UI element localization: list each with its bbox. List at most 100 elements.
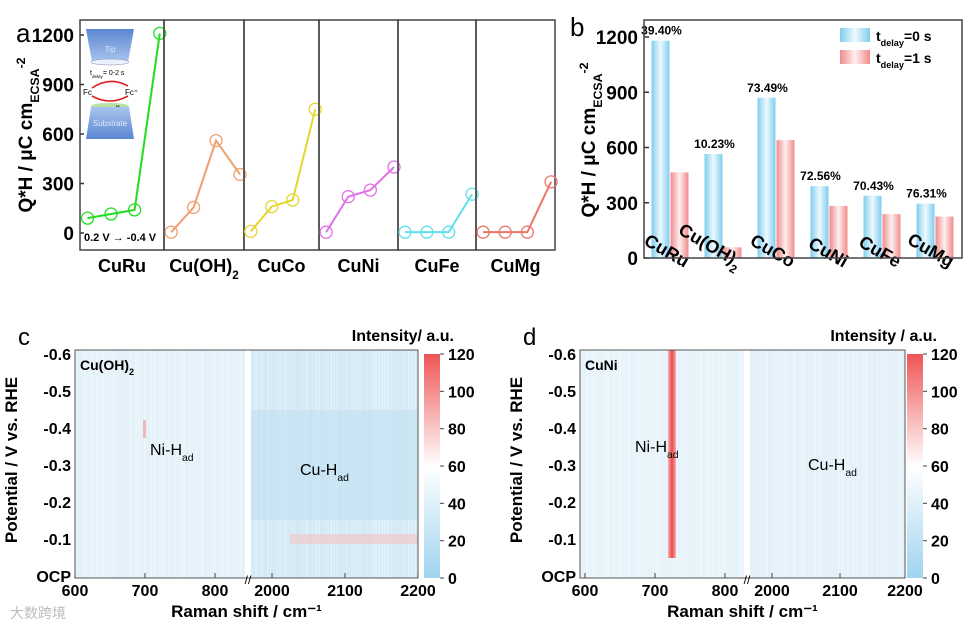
- panel-label-c: c: [18, 324, 30, 351]
- peak-annotation-part: Cu-H: [808, 457, 845, 474]
- heatmap-streak: [754, 350, 756, 578]
- data-point: [476, 225, 490, 239]
- x-tick-label: 2000: [254, 583, 290, 600]
- heatmap-streak: [730, 350, 732, 578]
- heatmap-streak: [144, 350, 146, 578]
- heatmap-streak: [240, 350, 242, 578]
- data-point: [398, 225, 412, 239]
- heatmap-streak: [781, 350, 783, 578]
- x-tick-label: 2200: [887, 583, 923, 600]
- y-tick-label: 1200: [596, 28, 638, 49]
- bar-data-label: 73.49%: [747, 81, 788, 95]
- heatmap-streak: [210, 350, 212, 578]
- y-tick-label: 600: [42, 125, 74, 146]
- heatmap-streak: [592, 350, 594, 578]
- legend-swatch: [840, 28, 870, 42]
- heatmap-streak: [877, 350, 879, 578]
- data-point: [520, 225, 534, 239]
- subpanel-frame: [397, 19, 477, 251]
- bar-tdelay-0s: [651, 40, 670, 258]
- heatmap-streak: [625, 350, 627, 578]
- category-label-part: 2: [232, 269, 239, 282]
- subpanel-frame: [163, 19, 245, 251]
- bar-data-label: 76.31%: [906, 187, 947, 201]
- peak-annotation-part: Ni-H: [150, 442, 182, 459]
- heatmap-streak: [114, 350, 116, 578]
- y-tick-label: -0.1: [548, 532, 576, 549]
- heatmap-streak: [772, 350, 774, 578]
- heatmap-streak: [898, 350, 900, 578]
- sample-label-part: Cu(OH): [80, 357, 129, 373]
- y-tick-label: 0: [627, 249, 638, 270]
- y-tick-label: 1200: [32, 26, 74, 47]
- axis-break-icon: //: [744, 573, 751, 587]
- heatmap-streak: [691, 350, 693, 578]
- heatmap-streak: [883, 350, 885, 578]
- heatmap-streak: [207, 350, 209, 578]
- heatmap-streak: [796, 350, 798, 578]
- heatmap-streak: [195, 350, 197, 578]
- y-axis-label-part: Q*H / μC cm: [16, 103, 37, 213]
- heatmap-streak: [123, 350, 125, 578]
- heatmap-streak: [655, 350, 657, 578]
- heatmap-streak: [607, 350, 609, 578]
- panel-d: dCuNiNi-HadCu-Had-0.6-0.5-0.4-0.3-0.2-0.…: [507, 324, 958, 621]
- heatmap-streak: [718, 350, 720, 578]
- legend-label-part: delay: [881, 60, 905, 70]
- series-line: [170, 138, 241, 233]
- heatmap-streak: [595, 350, 597, 578]
- colorbar-tick-label: 60: [448, 459, 466, 476]
- y-tick-label: -0.6: [43, 347, 71, 364]
- panel-label-d: d: [523, 324, 536, 351]
- heatmap-streak: [162, 350, 164, 578]
- data-point: [186, 200, 201, 215]
- x-tick-label: 800: [202, 583, 229, 600]
- legend-label-part: t: [876, 50, 881, 66]
- series-line: [405, 193, 473, 234]
- bar-tdelay-0s: [757, 97, 776, 259]
- heatmap-streak: [880, 350, 882, 578]
- heatmap-streak: [688, 350, 690, 578]
- heatmap-streak: [859, 350, 861, 578]
- subpanel-cuni: [318, 19, 401, 251]
- colorbar-tick-label: 20: [931, 534, 949, 551]
- data-point: [387, 160, 401, 174]
- heatmap-streak: [619, 350, 621, 578]
- inset-delay-label-part: = 0-2 s: [103, 70, 125, 77]
- heatmap-streak: [78, 350, 80, 578]
- data-point: [341, 190, 355, 204]
- y-axis-label-part: ECSA: [28, 68, 42, 102]
- data-point: [498, 225, 512, 239]
- y-tick-label: 300: [42, 175, 74, 196]
- heatmap-streak: [616, 350, 618, 578]
- heatmap-streak: [649, 350, 651, 578]
- heatmap-streak: [790, 350, 792, 578]
- colorbar-tick-label: 120: [931, 347, 958, 364]
- bar-tdelay-0s: [916, 203, 935, 258]
- heatmap-streak: [120, 350, 122, 578]
- heatmap-streak: [117, 350, 119, 578]
- x-tick-label: 600: [62, 583, 89, 600]
- category-label: CuNi: [338, 256, 380, 276]
- category-label-part: CuMg: [491, 256, 541, 276]
- legend-label-part: =0 s: [904, 28, 932, 44]
- heatmap-streak: [222, 350, 224, 578]
- data-point: [363, 183, 378, 197]
- data-point: [286, 193, 300, 207]
- heatmap-streak: [817, 350, 819, 578]
- x-tick-label: 800: [712, 583, 739, 600]
- heatmap-streak: [676, 350, 678, 578]
- heatmap-streak: [81, 350, 83, 578]
- x-axis-label: Raman shift / cm⁻¹: [171, 602, 322, 621]
- legend-label-part: t: [876, 28, 881, 44]
- y-tick-label: -0.5: [548, 384, 576, 401]
- heatmap-streak: [213, 350, 215, 578]
- legend-label: tdelay=1 s: [876, 50, 932, 70]
- legend-swatch: [840, 50, 870, 64]
- bar-tdelay-0s: [810, 186, 829, 258]
- heatmap-streak: [832, 350, 834, 578]
- heatmap-streak: [838, 350, 840, 578]
- heatmap-streak: [700, 350, 702, 578]
- heatmap-streak: [99, 350, 101, 578]
